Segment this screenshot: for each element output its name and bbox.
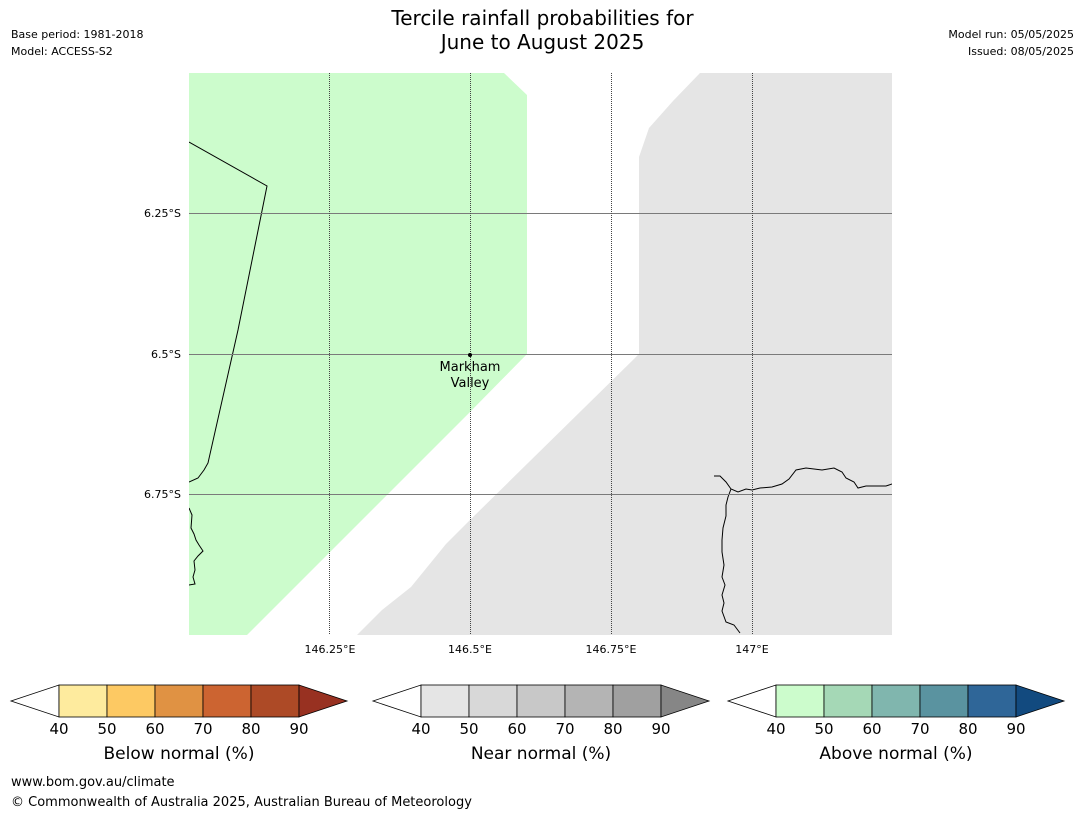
colorbar-above-low-extension (726, 684, 777, 718)
colorbar-below-tick-label: 80 (241, 720, 260, 738)
border-line-west (189, 141, 268, 483)
colorbar-above-tick-label: 50 (814, 720, 833, 738)
colorbar-below-tick-label: 50 (97, 720, 116, 738)
colorbar-above-segment (919, 684, 969, 718)
colorbar-near-segment (612, 684, 662, 718)
lat-label-6.5: 6.5°S (151, 348, 181, 361)
lon-label-146.25: 146.25°E (305, 643, 356, 656)
colorbar-below-tick-label: 70 (193, 720, 212, 738)
coastline-west (189, 507, 204, 586)
header-right: Model run: 05/05/2025 Issued: 08/05/2025 (948, 26, 1074, 60)
lon-label-146.5: 146.5°E (448, 643, 492, 656)
footer-url: www.bom.gov.au/climate (11, 775, 175, 790)
colorbar-label-near: Near normal (%) (470, 744, 612, 764)
river-line (721, 488, 741, 634)
header-left: Base period: 1981-2018 Model: ACCESS-S2 (11, 26, 143, 60)
colorbar-above-segment (823, 684, 873, 718)
colorbar-above-tick-label: 90 (1006, 720, 1025, 738)
colorbar-near-tick-label: 70 (555, 720, 574, 738)
coastline-east (714, 467, 892, 493)
colorbar-near-high-extension (660, 684, 711, 718)
latitude-gridlines (189, 213, 892, 495)
title-line-1: Tercile rainfall probabilities for (391, 6, 694, 30)
colorbar-above-segment (871, 684, 921, 718)
lon-label-147: 147°E (735, 643, 768, 656)
place-label-line-1: Markham (440, 360, 501, 375)
place-marker (468, 353, 472, 357)
colorbar-below-tick-label: 40 (49, 720, 68, 738)
colorbar-near-segment (516, 684, 566, 718)
title-line-2: June to August 2025 (440, 30, 645, 54)
colorbar-above-normal: 40 50 60 70 80 90 (726, 684, 1066, 738)
issued-text: Issued: 08/05/2025 (967, 45, 1074, 58)
colorbar-near-tick-label: 80 (603, 720, 622, 738)
colorbar-near-tick-label: 60 (507, 720, 526, 738)
model-run-text: Model run: 05/05/2025 (948, 28, 1074, 41)
colorbar-below-tick-label: 90 (289, 720, 308, 738)
model-text: Model: ACCESS-S2 (11, 45, 113, 58)
base-period-text: Base period: 1981-2018 (11, 28, 144, 41)
colorbar-near-tick-label: 50 (459, 720, 478, 738)
colorbar-below-normal: 40 50 60 70 80 90 (9, 684, 349, 738)
colorbar-below-segment (154, 684, 204, 718)
colorbar-above-tick-label: 60 (862, 720, 881, 738)
colorbar-near-segment (420, 684, 470, 718)
colorbar-below-high-extension (298, 684, 349, 718)
colorbar-near-segment (468, 684, 518, 718)
lon-label-146.75: 146.75°E (586, 643, 637, 656)
footer-copyright: © Commonwealth of Australia 2025, Austra… (11, 795, 472, 810)
colorbar-above-tick-label: 40 (766, 720, 785, 738)
colorbar-near-tick-label: 40 (411, 720, 430, 738)
colorbar-above-high-extension (1015, 684, 1066, 718)
colorbar-above-segment (775, 684, 825, 718)
colorbar-above-segment (967, 684, 1017, 718)
colorbar-near-tick-label: 90 (651, 720, 670, 738)
lat-label-6.25: 6.25°S (144, 207, 181, 220)
colorbar-near-low-extension (371, 684, 422, 718)
page-title: Tercile rainfall probabilities for June … (0, 6, 1085, 54)
colorbar-below-segment (106, 684, 156, 718)
colorbar-label-above: Above normal (%) (819, 744, 973, 764)
colorbar-below-segment (58, 684, 108, 718)
lat-label-6.75: 6.75°S (144, 488, 181, 501)
colorbar-below-low-extension (9, 684, 60, 718)
colorbar-label-below: Below normal (%) (103, 744, 255, 764)
colorbar-near-segment (564, 684, 614, 718)
colorbar-near-normal: 40 50 60 70 80 90 (371, 684, 711, 738)
colorbar-above-tick-label: 80 (958, 720, 977, 738)
colorbar-below-segment (202, 684, 252, 718)
colorbar-below-tick-label: 60 (145, 720, 164, 738)
colorbar-below-segment (250, 684, 300, 718)
colorbar-above-tick-label: 70 (910, 720, 929, 738)
place-label-line-2: Valley (451, 376, 490, 391)
map-area (189, 73, 892, 635)
